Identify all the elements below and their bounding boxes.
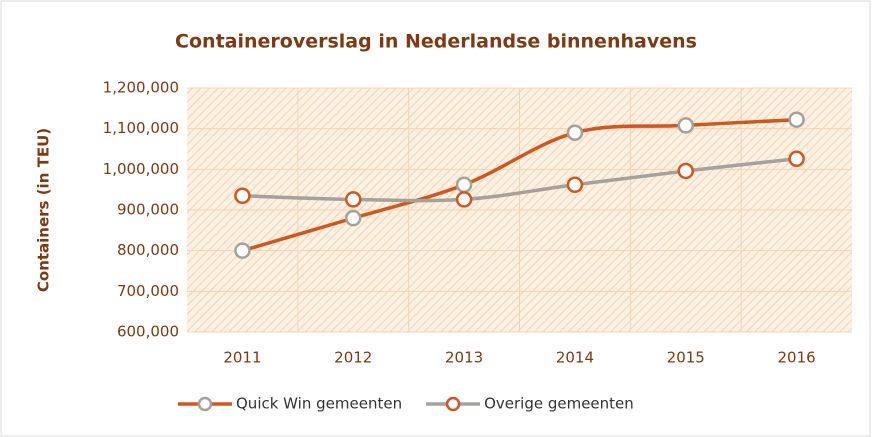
y-tick-label: 600,000 bbox=[117, 323, 179, 341]
legend-marker bbox=[197, 396, 213, 412]
data-point bbox=[788, 150, 805, 168]
data-point bbox=[345, 191, 362, 208]
data-point bbox=[345, 209, 362, 227]
x-tick-label: 2014 bbox=[556, 349, 594, 367]
x-tick-label: 2012 bbox=[334, 349, 372, 367]
chart-title: Containeroverslag in Nederlandse binnenh… bbox=[175, 31, 697, 53]
y-tick-label: 1,100,000 bbox=[103, 119, 179, 137]
data-point bbox=[677, 117, 694, 134]
x-tick-label: 2013 bbox=[445, 349, 483, 367]
data-point bbox=[234, 187, 251, 205]
x-tick-label: 2016 bbox=[777, 349, 815, 367]
data-point bbox=[455, 191, 473, 208]
data-point bbox=[566, 176, 584, 194]
x-tick-label: 2015 bbox=[667, 349, 705, 367]
legend-label: Overige gemeenten bbox=[484, 395, 634, 413]
y-tick-label: 700,000 bbox=[117, 282, 179, 300]
data-point bbox=[677, 162, 694, 180]
legend-label: Quick Win gemeenten bbox=[236, 395, 402, 413]
series-line bbox=[242, 157, 797, 203]
series-line bbox=[241, 117, 797, 253]
y-tick-label: 1,200,000 bbox=[103, 79, 179, 97]
y-axis-title: Containers (in TEU) bbox=[35, 128, 53, 292]
y-tick-label: 900,000 bbox=[117, 201, 179, 219]
y-tick-label: 800,000 bbox=[117, 241, 179, 259]
x-tick-label: 2011 bbox=[223, 349, 261, 367]
data-point bbox=[788, 111, 805, 128]
data-point bbox=[234, 242, 251, 259]
data-point bbox=[455, 176, 473, 194]
y-tick-label: 1,000,000 bbox=[103, 160, 179, 178]
data-point bbox=[566, 124, 584, 141]
legend-marker bbox=[445, 396, 461, 412]
